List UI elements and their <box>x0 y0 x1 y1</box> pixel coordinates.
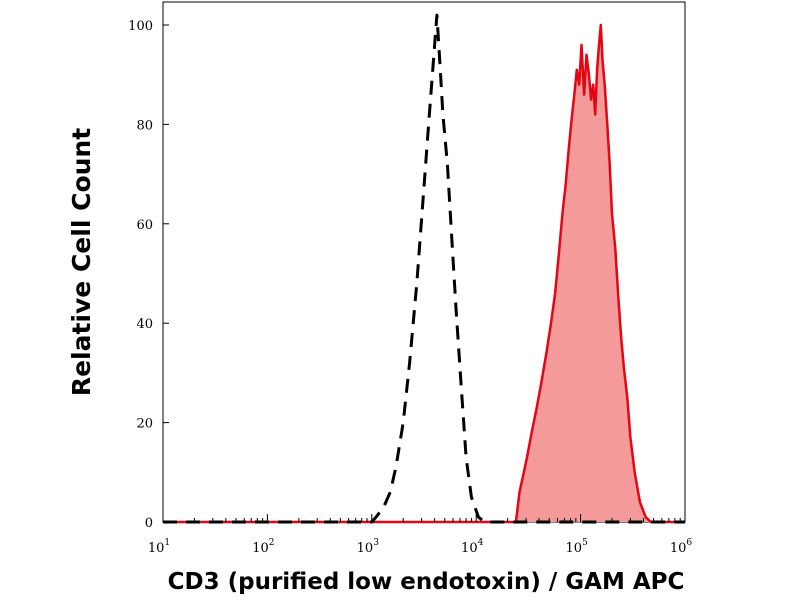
x-axis-ticks: 101 102 103 104 105 106 <box>148 514 693 556</box>
x-tick-label: 102 <box>252 538 274 556</box>
y-tick-label: 20 <box>136 417 153 432</box>
x-tick-label: 105 <box>565 538 588 556</box>
y-axis-title: Relative Cell Count <box>67 128 96 396</box>
x-tick-label: 103 <box>357 538 380 556</box>
x-axis-title: CD3 (purified low endotoxin) / GAM APC <box>168 569 685 595</box>
x-tick-label: 104 <box>461 538 484 556</box>
x-tick-label: 106 <box>670 538 693 556</box>
y-tick-label: 100 <box>128 19 153 34</box>
stained-histogram-line <box>163 23 685 524</box>
x-tick-label: 101 <box>148 538 170 556</box>
control-histogram-line <box>163 13 685 524</box>
y-tick-label: 40 <box>136 317 153 332</box>
series-layer <box>163 13 685 524</box>
y-axis-ticks: 0 20 40 60 80 100 <box>128 19 169 531</box>
y-tick-label: 60 <box>136 218 153 233</box>
y-tick-label: 80 <box>136 118 153 133</box>
series-fill-area <box>163 25 685 522</box>
y-tick-label: 0 <box>145 516 153 531</box>
